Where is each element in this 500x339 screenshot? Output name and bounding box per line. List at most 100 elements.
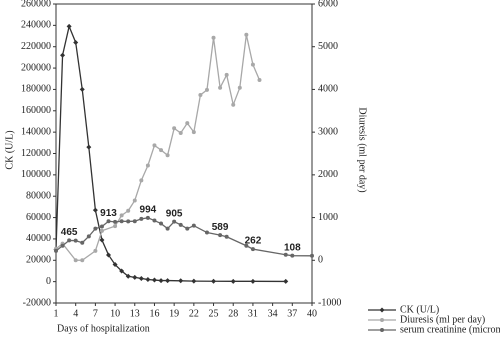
x-tick-label: 31 — [248, 308, 258, 319]
data-point — [113, 219, 118, 224]
data-point — [257, 78, 262, 83]
data-point — [172, 219, 177, 224]
x-tick-label: 19 — [169, 308, 179, 319]
series-line — [55, 24, 286, 283]
y-axis-title: CK (U/L) — [4, 130, 15, 169]
data-label: 905 — [166, 208, 183, 219]
data-label: 994 — [140, 204, 157, 215]
data-point — [218, 85, 223, 90]
data-point — [145, 215, 150, 220]
data-point — [178, 278, 184, 284]
legend-marker — [380, 328, 384, 332]
data-point — [250, 278, 256, 284]
y2-tick-label: 1000 — [318, 212, 338, 223]
data-point — [224, 72, 229, 77]
data-point — [310, 253, 314, 258]
y-tick-label: 220000 — [21, 41, 51, 52]
data-point — [178, 222, 183, 227]
y-tick-label: 40000 — [26, 233, 51, 244]
y-tick-label: 140000 — [21, 126, 51, 137]
data-point — [250, 62, 255, 67]
data-point — [119, 213, 124, 218]
data-point — [244, 32, 249, 37]
x-tick-label: 34 — [268, 308, 278, 319]
data-point — [230, 278, 236, 284]
data-point — [113, 224, 118, 229]
y-tick-label: 60000 — [26, 212, 51, 223]
data-point — [139, 216, 144, 221]
y2-tick-label: 5000 — [318, 41, 338, 52]
y-tick-label: 180000 — [21, 84, 51, 95]
y-tick-label: 20000 — [26, 255, 51, 266]
data-point — [79, 86, 85, 92]
plot-frame — [55, 3, 313, 304]
data-point — [159, 148, 164, 153]
data-point — [119, 219, 124, 224]
legend-label: Diuresis (ml per day) — [400, 314, 485, 325]
data-point — [151, 277, 157, 283]
data-point — [218, 233, 223, 238]
data-point — [106, 219, 111, 224]
legend-marker — [379, 307, 385, 313]
legend-label: serum creatinine (micromol/L) — [400, 324, 500, 335]
data-point — [158, 278, 164, 284]
data-point — [99, 237, 105, 243]
y2-tick-label: 6000 — [318, 0, 338, 9]
data-point — [132, 274, 138, 280]
data-point — [93, 226, 98, 231]
data-point — [191, 223, 196, 228]
y2-tick-label: 0 — [318, 255, 323, 266]
data-point — [60, 52, 66, 58]
data-label: 262 — [245, 236, 262, 247]
data-point — [73, 39, 79, 45]
data-point — [93, 248, 98, 253]
y-tick-label: 200000 — [21, 62, 51, 73]
data-point — [237, 85, 242, 90]
data-point — [99, 228, 104, 233]
data-point — [67, 238, 72, 243]
data-point — [204, 230, 209, 235]
data-point — [191, 130, 196, 135]
data-point — [152, 143, 157, 148]
y-tick-label: -20000 — [23, 297, 51, 308]
data-point — [185, 121, 190, 126]
data-point — [283, 252, 288, 257]
data-point — [126, 219, 131, 224]
y-tick-label: 100000 — [21, 169, 51, 180]
x-tick-label: 25 — [209, 308, 219, 319]
y2-tick-label: 3000 — [318, 126, 338, 137]
data-point — [165, 278, 171, 284]
x-tick-label: 22 — [189, 308, 199, 319]
x-tick-label: 10 — [110, 308, 120, 319]
y-tick-label: 160000 — [21, 105, 51, 116]
x-tick-label: 13 — [130, 308, 140, 319]
data-point — [66, 23, 72, 29]
data-point — [165, 226, 170, 231]
data-point — [86, 144, 92, 150]
x-axis-title: Days of hospitalization — [57, 323, 150, 334]
series-line — [55, 34, 261, 261]
y-tick-label: 120000 — [21, 148, 51, 159]
data-point — [165, 153, 170, 158]
data-point — [80, 240, 85, 245]
data-point — [211, 35, 216, 40]
data-point — [172, 126, 177, 131]
data-point — [224, 234, 229, 239]
y2-axis-title: Diuresis (ml per day) — [357, 107, 368, 192]
legend-marker — [380, 318, 384, 322]
x-tick-label: 28 — [228, 308, 238, 319]
y-tick-label: 240000 — [21, 20, 51, 31]
data-point — [125, 273, 131, 279]
data-point — [211, 278, 217, 284]
data-label: 108 — [284, 242, 301, 253]
data-point — [138, 275, 144, 281]
data-point — [204, 87, 209, 92]
data-label: 465 — [61, 227, 78, 238]
x-tick-label: 40 — [307, 308, 317, 319]
data-point — [250, 247, 255, 252]
data-point — [198, 92, 203, 97]
data-point — [92, 207, 98, 213]
y2-tick-label: 2000 — [318, 169, 338, 180]
data-point — [73, 238, 78, 243]
